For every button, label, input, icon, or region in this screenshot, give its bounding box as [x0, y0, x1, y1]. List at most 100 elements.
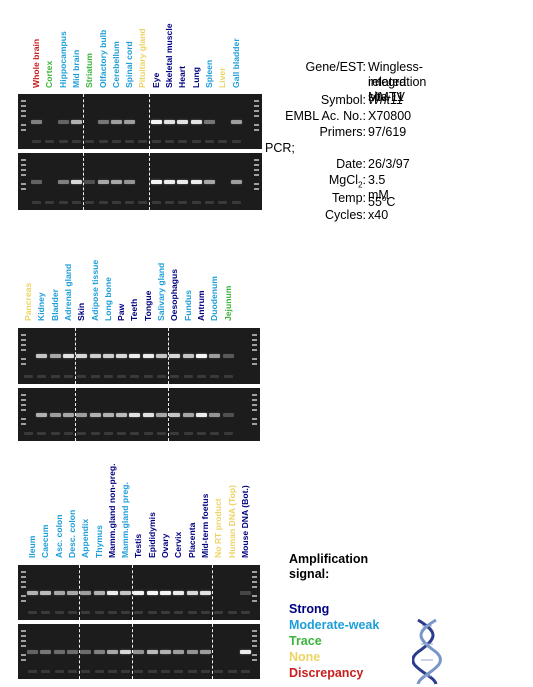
ladder-mark: [254, 115, 259, 117]
lane-separator: [78, 624, 80, 679]
lane-label-salivary-gland: Salivary gland: [156, 262, 166, 321]
ladder-mark: [21, 159, 26, 161]
lane-label-paw: Paw: [116, 303, 127, 321]
primer-smear: [98, 140, 108, 143]
primer-smear: [178, 140, 188, 143]
gel-band: [160, 590, 171, 595]
lane-label-spinal-cord: Spinal cord: [124, 41, 135, 88]
primer-smear: [24, 375, 33, 378]
ladder-mark: [252, 586, 257, 588]
primer-smear: [107, 670, 117, 673]
primer-smear: [58, 140, 68, 143]
gel-band: [150, 119, 162, 124]
primer-smear: [183, 375, 193, 378]
ladder-mark: [21, 344, 26, 346]
primer-smear: [191, 140, 201, 143]
ladder-mark: [252, 654, 257, 656]
lane-label-appendix: Appendix: [80, 518, 91, 558]
lane-label-testis: Testis: [133, 533, 144, 558]
lane-label-duodenum: Duodenum: [209, 276, 220, 321]
gel-band: [70, 119, 82, 124]
gel-band: [146, 649, 158, 654]
primer-smear: [90, 375, 100, 378]
gel-band: [156, 412, 167, 417]
gel-band: [62, 354, 74, 358]
primer-smear: [130, 375, 140, 378]
gel-band: [146, 590, 158, 595]
lane-separator: [74, 328, 76, 384]
primer-smear: [58, 201, 68, 204]
gel-band: [133, 590, 145, 595]
gel-band: [230, 119, 242, 124]
lane-label-whole-brain: Whole brain: [31, 38, 41, 88]
lane-label-cortex: Cortex: [44, 60, 55, 88]
primer-smear: [138, 201, 148, 204]
primers-label: Primers:: [319, 125, 366, 139]
primer-smear: [117, 375, 127, 378]
primer-smear: [138, 140, 148, 143]
primer-smear: [218, 140, 228, 143]
lane-label-desc-colon: Desc. colon: [66, 509, 77, 558]
ladder-mark: [21, 409, 26, 411]
primers-value: 97/619: [368, 125, 407, 139]
ladder-mark: [252, 595, 257, 597]
gel-band: [164, 119, 175, 124]
primer-smear: [204, 140, 214, 143]
ladder-mark: [21, 363, 26, 365]
lane-label-bladder: Bladder: [49, 289, 60, 321]
ladder-mark: [252, 358, 257, 360]
primer-smear: [28, 611, 37, 614]
ladder-mark: [21, 576, 26, 578]
gel-band: [70, 179, 82, 184]
legend-item-none: None: [289, 650, 321, 664]
primer-smear: [200, 611, 210, 614]
ladder-mark: [252, 645, 257, 647]
ladder-mark: [21, 635, 26, 637]
gel-band: [84, 179, 96, 184]
primer-smear: [103, 432, 113, 435]
ladder-mark: [252, 576, 257, 578]
primer-smear: [223, 375, 233, 378]
primer-smear: [130, 432, 140, 435]
gel-band: [106, 649, 118, 654]
ladder-mark: [254, 105, 259, 107]
gel-band: [120, 649, 132, 654]
primer-smear: [147, 670, 157, 673]
lane-separator: [149, 153, 151, 210]
gel-band: [150, 179, 162, 184]
ladder-mark: [254, 169, 259, 171]
primer-smear: [134, 670, 144, 673]
ladder-mark: [21, 394, 26, 396]
primer-smear: [210, 432, 220, 435]
mgcl-label: MgCl2:: [328, 173, 366, 190]
lane-label-thymus: Thymus: [93, 525, 104, 558]
lane-label-mamm-gland-preg: Mamm.gland preg.: [120, 482, 131, 558]
primer-smear: [54, 611, 64, 614]
lane-label-skeletal-muscle: Skeletal muscle: [164, 23, 174, 89]
primer-smear: [165, 201, 174, 204]
lane-label-spleen: Spleen: [203, 59, 214, 88]
gel-band: [106, 590, 118, 595]
primer-smear: [134, 611, 144, 614]
ladder-mark: [254, 159, 259, 161]
gel-band: [169, 412, 181, 417]
primer-smear: [81, 611, 91, 614]
primer-smear: [143, 432, 153, 435]
primer-smear: [174, 611, 184, 614]
ladder-mark: [254, 124, 259, 126]
ladder-mark: [254, 129, 259, 131]
primer-smear: [77, 375, 87, 378]
gel-band: [97, 119, 109, 124]
ladder-mark: [21, 110, 26, 112]
ladder-mark: [252, 630, 257, 632]
gel-band: [80, 590, 92, 595]
primer-smear: [94, 611, 104, 614]
primer-smear: [157, 432, 166, 435]
primer-smear: [111, 201, 121, 204]
gel-band: [116, 354, 128, 358]
lane-label-cervix: Cervix: [173, 531, 184, 558]
gel-3-top: [18, 565, 260, 620]
gel-band: [142, 412, 154, 417]
primer-smear: [32, 201, 41, 204]
gel-band: [120, 590, 132, 595]
